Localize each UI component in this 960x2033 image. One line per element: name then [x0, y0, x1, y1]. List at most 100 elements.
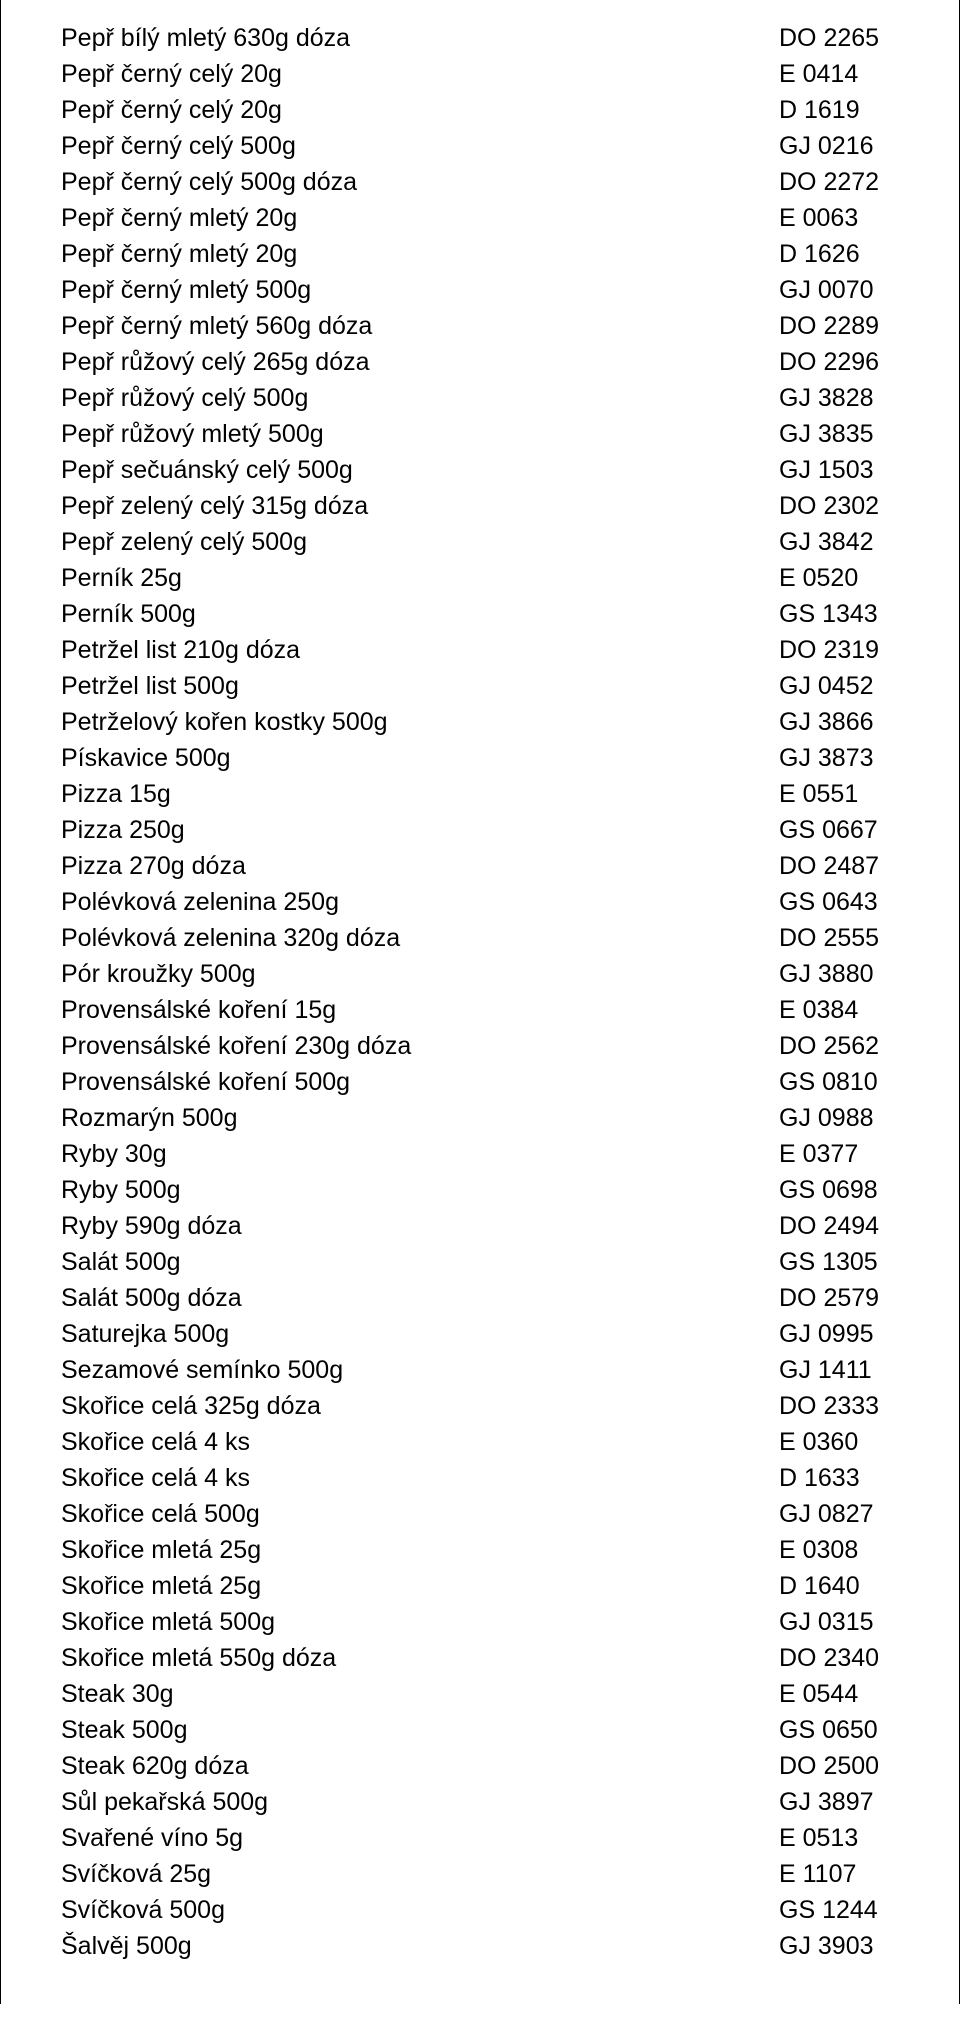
product-code: GS 0698	[779, 1172, 909, 1208]
product-row: Salát 500g dózaDO 2579	[61, 1280, 909, 1316]
product-name: Provensálské koření 230g dóza	[61, 1028, 779, 1064]
product-code: E 0520	[779, 560, 909, 596]
product-row: Skořice celá 325g dózaDO 2333	[61, 1388, 909, 1424]
product-name: Skořice mletá 550g dóza	[61, 1640, 779, 1676]
product-name: Pískavice 500g	[61, 740, 779, 776]
product-name: Pepř černý celý 500g dóza	[61, 164, 779, 200]
product-name: Steak 620g dóza	[61, 1748, 779, 1784]
product-name: Rozmarýn 500g	[61, 1100, 779, 1136]
product-row: Provensálské koření 500gGS 0810	[61, 1064, 909, 1100]
product-code: E 0551	[779, 776, 909, 812]
product-code: GJ 3873	[779, 740, 909, 776]
product-row: Šalvěj 500gGJ 3903	[61, 1928, 909, 1964]
product-row: Pizza 15gE 0551	[61, 776, 909, 812]
product-row: Skořice mletá 550g dózaDO 2340	[61, 1640, 909, 1676]
product-code: GJ 3897	[779, 1784, 909, 1820]
product-row: Skořice celá 4 ksD 1633	[61, 1460, 909, 1496]
product-name: Skořice celá 4 ks	[61, 1460, 779, 1496]
product-row: Skořice mletá 25gD 1640	[61, 1568, 909, 1604]
product-row: Skořice celá 4 ksE 0360	[61, 1424, 909, 1460]
product-row: Svíčková 25gE 1107	[61, 1856, 909, 1892]
product-row: Petržel list 210g dózaDO 2319	[61, 632, 909, 668]
product-code: DO 2494	[779, 1208, 909, 1244]
product-name: Pepř černý mletý 20g	[61, 200, 779, 236]
product-name: Pepř bílý mletý 630g dóza	[61, 20, 779, 56]
product-code: GS 1305	[779, 1244, 909, 1280]
product-code: D 1633	[779, 1460, 909, 1496]
product-code: E 0063	[779, 200, 909, 236]
product-name: Skořice celá 4 ks	[61, 1424, 779, 1460]
product-row: Pepř černý celý 500gGJ 0216	[61, 128, 909, 164]
product-name: Pizza 270g dóza	[61, 848, 779, 884]
product-name: Pepř růžový mletý 500g	[61, 416, 779, 452]
product-name: Pepř černý mletý 500g	[61, 272, 779, 308]
product-row: Petrželový kořen kostky 500gGJ 3866	[61, 704, 909, 740]
product-row: Ryby 590g dózaDO 2494	[61, 1208, 909, 1244]
product-code: GS 1343	[779, 596, 909, 632]
product-name: Provensálské koření 500g	[61, 1064, 779, 1100]
product-row: Pepř černý celý 20gE 0414	[61, 56, 909, 92]
product-row: Pór kroužky 500gGJ 3880	[61, 956, 909, 992]
product-name: Pepř černý celý 500g	[61, 128, 779, 164]
product-row: Perník 25gE 0520	[61, 560, 909, 596]
product-row: Svařené víno 5gE 0513	[61, 1820, 909, 1856]
product-row: Provensálské koření 15gE 0384	[61, 992, 909, 1028]
product-name: Petržel list 500g	[61, 668, 779, 704]
product-name: Pepř růžový celý 500g	[61, 380, 779, 416]
product-row: Perník 500gGS 1343	[61, 596, 909, 632]
product-code: GJ 3880	[779, 956, 909, 992]
product-name: Skořice celá 500g	[61, 1496, 779, 1532]
product-name: Steak 30g	[61, 1676, 779, 1712]
product-code: GJ 0070	[779, 272, 909, 308]
product-code: GJ 0452	[779, 668, 909, 704]
product-row: Steak 30gE 0544	[61, 1676, 909, 1712]
product-code: GJ 0216	[779, 128, 909, 164]
product-code: DO 2272	[779, 164, 909, 200]
product-row: Sůl pekařská 500gGJ 3897	[61, 1784, 909, 1820]
product-code: GJ 3828	[779, 380, 909, 416]
product-row: Pepř zelený celý 500gGJ 3842	[61, 524, 909, 560]
product-name: Perník 500g	[61, 596, 779, 632]
product-name: Svařené víno 5g	[61, 1820, 779, 1856]
product-row: Pepř černý celý 500g dózaDO 2272	[61, 164, 909, 200]
product-code: DO 2340	[779, 1640, 909, 1676]
product-code: DO 2296	[779, 344, 909, 380]
product-row: Skořice mletá 25gE 0308	[61, 1532, 909, 1568]
product-row: Pepř růžový celý 500gGJ 3828	[61, 380, 909, 416]
product-row: Steak 500gGS 0650	[61, 1712, 909, 1748]
product-row: Pepř sečuánský celý 500gGJ 1503	[61, 452, 909, 488]
product-code: GJ 0827	[779, 1496, 909, 1532]
product-code: E 0308	[779, 1532, 909, 1568]
product-name: Petržel list 210g dóza	[61, 632, 779, 668]
product-name: Perník 25g	[61, 560, 779, 596]
product-name: Steak 500g	[61, 1712, 779, 1748]
product-code: D 1626	[779, 236, 909, 272]
product-row: Ryby 30gE 0377	[61, 1136, 909, 1172]
product-name: Skořice mletá 500g	[61, 1604, 779, 1640]
product-name: Pepř černý celý 20g	[61, 56, 779, 92]
product-code: GJ 0995	[779, 1316, 909, 1352]
product-name: Polévková zelenina 320g dóza	[61, 920, 779, 956]
product-name: Pizza 15g	[61, 776, 779, 812]
product-row: Polévková zelenina 320g dózaDO 2555	[61, 920, 909, 956]
product-code: DO 2319	[779, 632, 909, 668]
product-code: GJ 0315	[779, 1604, 909, 1640]
product-code: GS 0650	[779, 1712, 909, 1748]
product-code: GJ 1411	[779, 1352, 909, 1388]
product-code: DO 2555	[779, 920, 909, 956]
product-name: Salát 500g dóza	[61, 1280, 779, 1316]
product-name: Pepř černý mletý 560g dóza	[61, 308, 779, 344]
product-code: GS 1244	[779, 1892, 909, 1928]
product-name: Petrželový kořen kostky 500g	[61, 704, 779, 740]
product-name: Skořice celá 325g dóza	[61, 1388, 779, 1424]
product-code: D 1640	[779, 1568, 909, 1604]
product-name: Pepř růžový celý 265g dóza	[61, 344, 779, 380]
product-name: Ryby 590g dóza	[61, 1208, 779, 1244]
product-name: Provensálské koření 15g	[61, 992, 779, 1028]
product-code: DO 2289	[779, 308, 909, 344]
product-code: GJ 3866	[779, 704, 909, 740]
product-row: Pepř bílý mletý 630g dózaDO 2265	[61, 20, 909, 56]
product-name: Pór kroužky 500g	[61, 956, 779, 992]
product-name: Sezamové semínko 500g	[61, 1352, 779, 1388]
product-row: Pizza 270g dózaDO 2487	[61, 848, 909, 884]
